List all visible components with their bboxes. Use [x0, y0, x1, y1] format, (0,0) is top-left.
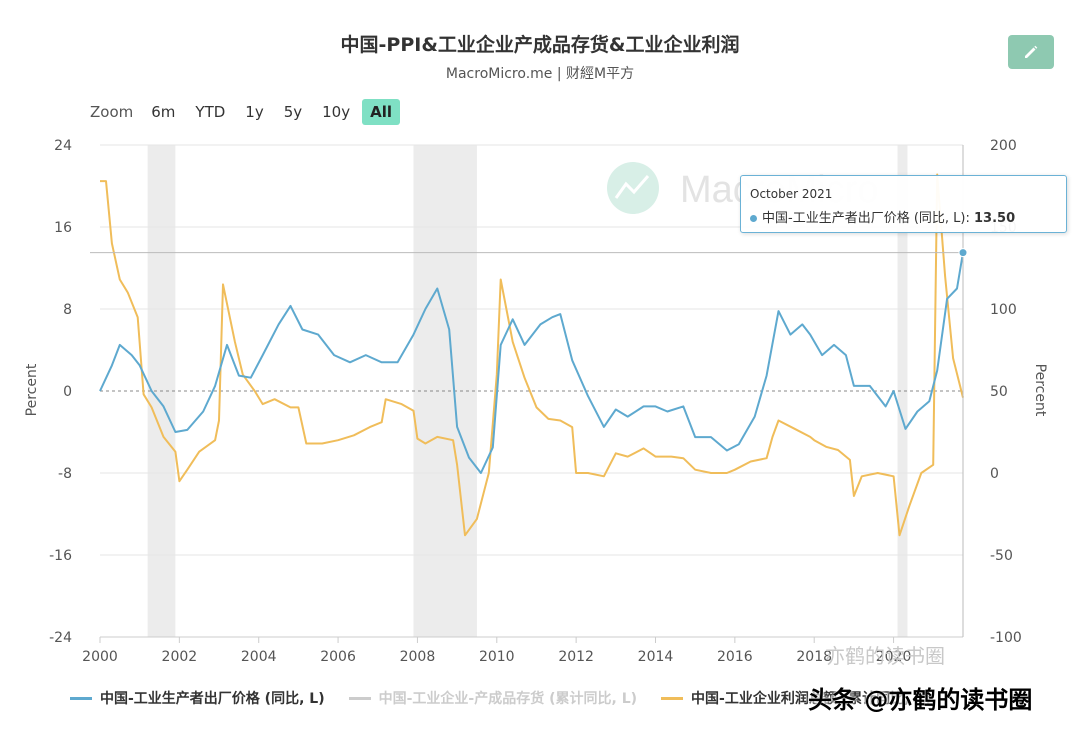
footer-watermark: 头条 @亦鹤的读书圈: [808, 686, 1033, 714]
left-tick-label: -8: [58, 466, 72, 482]
right-tick-label: -100: [990, 630, 1022, 646]
tooltip-date: October 2021: [750, 187, 833, 201]
legend-label-inventory: 中国-工业企业-产成品存货 (累计同比, L): [378, 691, 638, 707]
x-axis-ticks: 2000 2002 2004 2006 2008 2010 2012 2014 2016 2018…: [82, 636, 963, 665]
chart-subtitle: MacroMicro.me | 财經M平方: [445, 66, 635, 82]
legend-item-inventory[interactable]: 中国-工业企业-产成品存货 (累计同比, L): [348, 688, 638, 708]
left-tick-label: 16: [54, 220, 72, 236]
recession-band-2: [897, 145, 908, 637]
legend-label-ppi: 中国-工业生产者出厂价格 (同比, L): [100, 691, 325, 707]
zoom-10y-button[interactable]: 10y: [322, 103, 351, 121]
tooltip-series-dot: [750, 215, 757, 222]
zoom-bar: Zoom 6m YTD 1y 5y 10y All: [90, 98, 404, 126]
edit-button[interactable]: [1008, 35, 1054, 69]
x-tick-label: 2010: [479, 649, 515, 665]
chart-title: 中国-PPI&工业企业产成品存货&工业企业利润: [340, 34, 740, 56]
tooltip-series-name: 中国-工业生产者出厂价格 (同比, L):: [762, 211, 970, 226]
left-tick-label: -24: [49, 630, 72, 646]
zoom-6m-button[interactable]: 6m: [151, 103, 176, 121]
right-tick-label: 100: [990, 302, 1017, 318]
left-axis-label: Percent: [24, 363, 40, 416]
x-tick-label: 2006: [320, 649, 356, 665]
right-tick-label: 0: [990, 466, 999, 482]
legend-label-profit: 中国-工业企业利润总额 (累计同比, R): [691, 691, 932, 707]
right-axis-label: Percent: [1032, 364, 1048, 417]
series-line-0: [99, 252, 964, 474]
x-tick-label: 2016: [717, 649, 753, 665]
right-tick-label: 50: [990, 384, 1008, 400]
x-tick-label: 2008: [400, 649, 436, 665]
legend-item-profit[interactable]: 中国-工业企业利润总额 (累计同比, R): [661, 688, 931, 708]
tooltip: October 2021 中国-工业生产者出厂价格 (同比, L): 13.50: [740, 175, 1067, 233]
hover-point: [958, 248, 968, 258]
left-tick-label: 0: [63, 384, 72, 400]
right-tick-label: -50: [990, 548, 1013, 564]
legend: 中国-工业生产者出厂价格 (同比, L) 中国-工业企业-产成品存货 (累计同比…: [70, 686, 1070, 710]
zoom-all-button[interactable]: All: [362, 99, 401, 125]
left-tick-label: 8: [63, 302, 72, 318]
x-tick-label: 2018: [796, 649, 832, 665]
legend-item-ppi[interactable]: 中国-工业生产者出厂价格 (同比, L): [70, 688, 325, 708]
pencil-icon: [1025, 45, 1038, 58]
right-tick-label: 200: [990, 138, 1017, 154]
zoom-label: Zoom: [90, 103, 134, 121]
zoom-1y-button[interactable]: 1y: [245, 103, 264, 121]
x-tick-label: 2012: [558, 649, 594, 665]
x-tick-label: 2014: [638, 649, 674, 665]
left-tick-label: 24: [54, 138, 72, 154]
legend-swatch-profit: [661, 696, 684, 700]
zoom-ytd-button[interactable]: YTD: [195, 103, 226, 121]
zoom-5y-button[interactable]: 5y: [283, 103, 303, 121]
left-tick-label: -16: [49, 548, 72, 564]
series-line-2: [100, 173, 964, 537]
tooltip-row: 中国-工业生产者出厂价格 (同比, L): 13.50: [750, 207, 1015, 226]
legend-swatch-ppi: [70, 696, 92, 700]
x-tick-label: 2004: [241, 649, 277, 665]
right-axis-ticks: 200150100500-50-100: [990, 138, 1022, 646]
faint-watermark: 亦鹤的读书圈: [825, 644, 945, 668]
x-tick-label: 2020: [876, 649, 912, 665]
x-tick-label: 2000: [82, 649, 118, 665]
legend-swatch-inventory: [348, 696, 371, 700]
tooltip-value: 13.50: [974, 211, 1016, 226]
series-lines: [99, 173, 964, 537]
x-tick-label: 2002: [162, 649, 198, 665]
left-axis-ticks: 24 16 8 0 -8 -16 -24: [49, 138, 72, 646]
